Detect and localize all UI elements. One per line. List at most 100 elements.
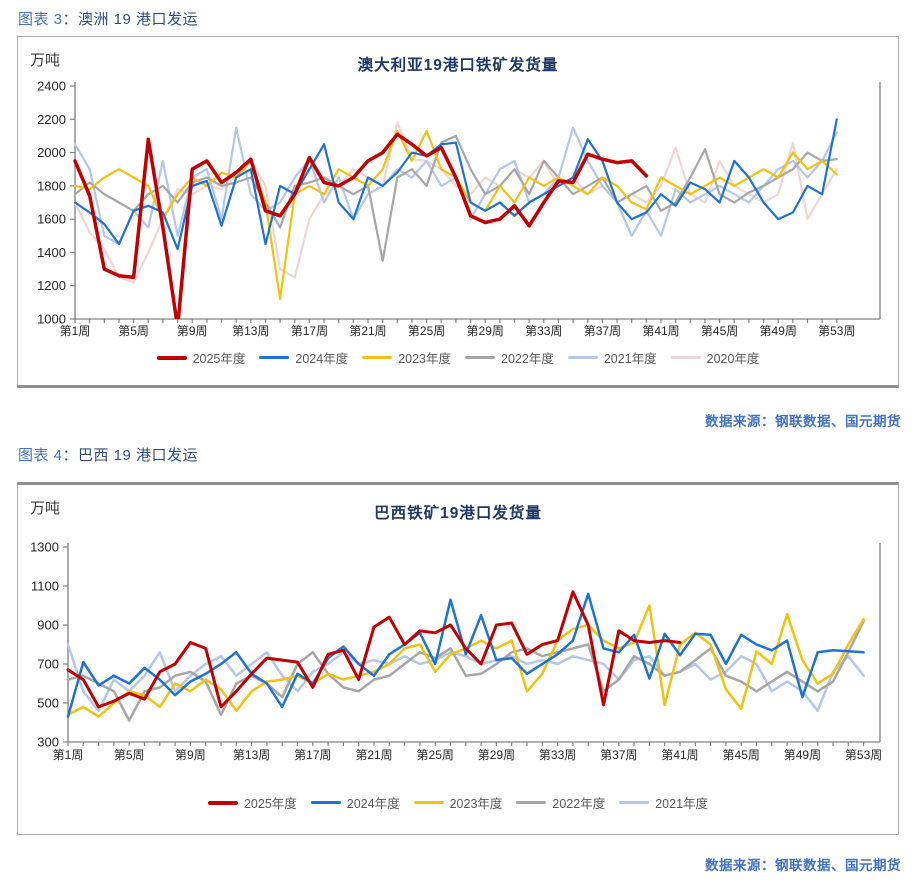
legend-swatch [362,356,393,359]
figure4-source-note: 数据来源：钢联数据、国元期货 [705,854,901,874]
figure4-y-axis-unit: 万吨 [30,501,61,517]
x-tick-label: 第9周 [175,748,206,762]
y-tick-label: 700 [37,657,59,672]
legend-swatch [207,800,238,805]
figure4-caption-label: 图表 4 [18,447,63,464]
x-tick-label: 第13周 [233,748,270,762]
x-tick-label: 第25周 [408,324,445,338]
figure3-legend: 2025年度 2024年度 2023年度 2022年度 2021年度 2020年度 [18,348,898,367]
brazil-line-chart: 300 500 700 900 1100 1300 第1周 第5周 第9周 第13周 第17周 第21… [30,540,882,763]
x-tick-label: 第49周 [784,748,821,762]
legend-item-2023年度: 2023年度 [362,348,451,367]
x-tick-label: 第37周 [584,324,621,338]
legend-label: 2023年度 [398,352,451,366]
y-tick-label: 1000 [37,312,66,327]
x-tick-label: 第49周 [760,324,797,338]
x-tick-label: 第9周 [177,324,208,338]
australia-line-chart: 1000 1200 1400 1600 1800 2000 2200 2400 第1周 第5周 第9… [37,79,881,338]
legend-label: 2023年度 [449,797,503,811]
figure4-caption-title: ：巴西 19 港口发运 [62,447,199,464]
figure4-source-label: 数据来源： [705,858,775,873]
y-tick-label: 2200 [37,112,66,127]
figure3-caption-title: ：澳洲 19 港口发运 [62,11,199,28]
x-tick-label: 第21周 [355,748,392,762]
figure3-chart-panel: 万吨 澳大利亚19港口铁矿发货量 1000 1200 1400 1600 1800 200… [17,36,899,388]
y-tick-label: 2000 [37,145,66,160]
legend-swatch [670,356,701,359]
legend-item-2022年度: 2022年度 [465,348,554,367]
legend-label: 2025年度 [243,797,297,811]
x-tick-label: 第13周 [232,324,269,338]
y-tick-label: 1800 [37,178,66,193]
legend-item-2024年度: 2024年度 [259,348,348,367]
series-line-2024年度 [66,592,865,718]
x-tick-label: 第17周 [294,748,331,762]
legend-item-2021年度: 2021年度 [619,793,708,812]
legend-label: 2021年度 [655,797,709,811]
legend-label: 2022年度 [501,352,554,366]
y-tick-label: 900 [37,618,59,633]
x-tick-label: 第17周 [291,324,328,338]
legend-item-2022年度: 2022年度 [516,793,605,812]
legend-label: 2020年度 [706,352,760,366]
series-line-2022年度 [73,134,838,262]
figure4-caption: 图表 4：巴西 19 港口发运 [18,444,198,465]
x-tick-label: 第53周 [845,748,882,762]
legend-label: 2024年度 [295,352,349,366]
figure3-source-label: 数据来源： [705,414,775,429]
x-tick-label: 第41周 [661,748,698,762]
y-tick-label: 2400 [37,79,66,94]
x-tick-label: 第41周 [642,324,679,338]
y-tick-label: 1100 [31,579,59,594]
legend-item-2023年度: 2023年度 [413,793,503,812]
figure3-chart-title: 澳大利亚19港口铁矿发货量 [357,57,559,74]
x-tick-label: 第25周 [417,748,454,762]
y-tick-label: 1200 [37,278,66,293]
series-line-2025年度 [66,590,682,709]
x-tick-label: 第45周 [723,748,760,762]
figure4-chart-panel: 万吨 巴西铁矿19港口发货量 300 500 700 900 1100 1300 第1周 第5… [17,482,899,835]
y-tick-label: 300 [37,735,59,750]
y-tick-label: 500 [37,696,59,711]
x-tick-label: 第1周 [53,748,84,762]
y-tick-label: 1400 [37,245,66,260]
series-line-2020年度 [73,121,838,284]
x-tick-label: 第53周 [818,324,855,338]
figure3-caption: 图表 3：澳洲 19 港口发运 [18,8,198,29]
legend-item-2021年度: 2021年度 [567,348,657,367]
figure3-caption-label: 图表 3 [18,11,63,28]
x-tick-label: 第5周 [118,324,149,338]
series-line-2025年度 [73,132,649,319]
x-tick-label: 第33周 [539,748,576,762]
legend-item-2025年度: 2025年度 [156,348,246,367]
legend-label: 2025年度 [192,352,246,366]
legend-swatch [516,801,547,804]
legend-swatch [259,356,290,359]
figure3-y-axis-unit: 万吨 [30,53,61,69]
legend-item-2024年度: 2024年度 [310,793,400,812]
legend-label: 2021年度 [603,352,657,366]
x-tick-label: 第21周 [349,324,386,338]
legend-swatch [619,801,650,804]
legend-item-2025年度: 2025年度 [207,793,297,812]
y-tick-label: 1600 [37,212,66,227]
series-line-2022年度 [66,619,865,722]
legend-swatch [413,801,444,804]
x-tick-label: 第1周 [60,324,91,338]
x-tick-label: 第5周 [114,748,145,762]
x-tick-label: 第45周 [701,324,738,338]
x-tick-label: 第37周 [600,748,637,762]
series-line-2023年度 [66,604,865,718]
series-line-2024年度 [73,118,838,251]
legend-label: 2022年度 [552,797,606,811]
legend-swatch [465,356,495,359]
y-tick-label: 1300 [30,540,59,555]
series-line-2021年度 [66,643,865,713]
legend-swatch [310,801,341,804]
x-tick-label: 第29周 [467,324,504,338]
legend-swatch [567,356,598,359]
figure4-legend: 2025年度 2024年度 2023年度 2022年度 2021年度 [18,793,898,812]
legend-swatch [156,355,187,360]
figure3-source-note: 数据来源：钢联数据、国元期货 [705,410,901,430]
legend-label: 2024年度 [346,797,400,811]
